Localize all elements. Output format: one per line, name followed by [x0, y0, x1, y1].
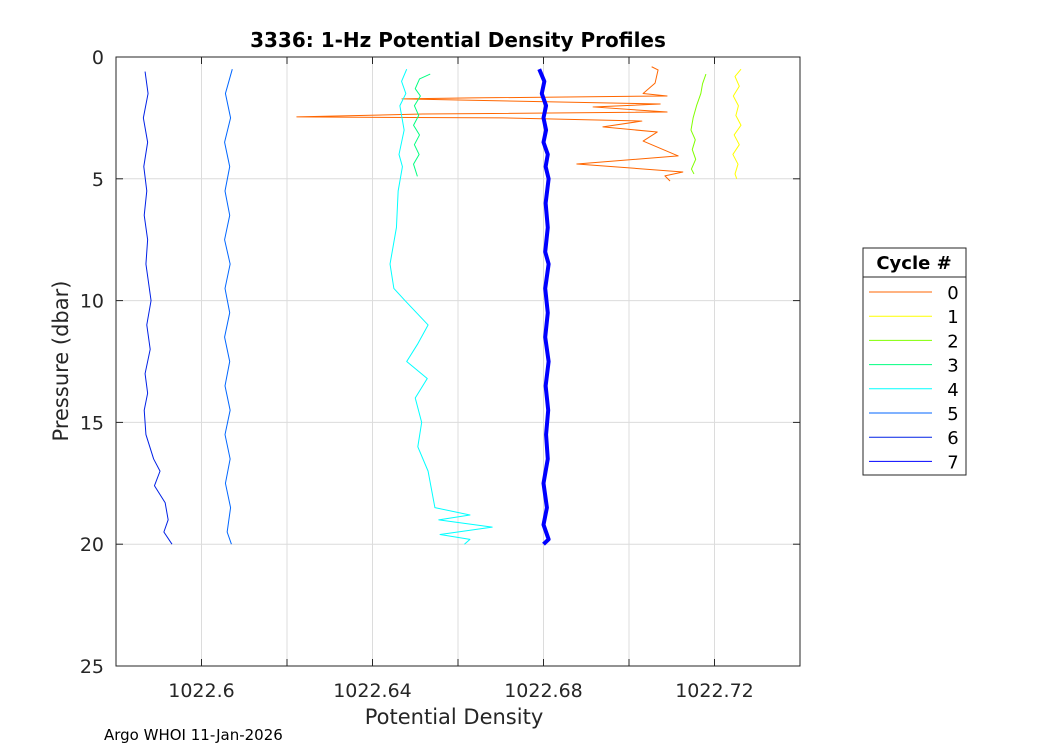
x-tick-label: 1022.6: [168, 680, 234, 702]
legend-label-cycle-4: 4: [947, 380, 958, 401]
footer-text: Argo WHOI 11-Jan-2026: [104, 726, 283, 744]
legend-label-cycle-0: 0: [947, 283, 958, 304]
y-tick-label: 15: [80, 412, 104, 434]
legend: Cycle # 0 1 2 3 4 5 6 7: [862, 247, 967, 476]
series-line-cycle-6: [142, 71, 173, 545]
legend-label-cycle-7: 7: [947, 452, 958, 473]
series-line-cycle-1: [732, 68, 742, 179]
y-axis-label: Pressure (dbar): [49, 281, 73, 442]
series-line-cycle-0: [296, 66, 684, 182]
axis-ticks: 1022.6 1022.64 1022.68 1022.72 0 5 10 15 20 25: [80, 47, 800, 702]
x-tick-label: 1022.68: [504, 680, 583, 702]
series-line-cycle-4: [389, 68, 493, 545]
chart-title: 3336: 1-Hz Potential Density Profiles: [250, 28, 666, 52]
y-tick-label: 20: [80, 534, 104, 556]
legend-label-cycle-2: 2: [947, 331, 958, 352]
x-tick-label: 1022.72: [675, 680, 754, 702]
y-tick-label: 5: [92, 169, 104, 191]
grid: [116, 56, 800, 667]
y-tick-label: 25: [80, 656, 104, 678]
series-line-cycle-7: [537, 68, 551, 546]
y-tick-label: 0: [92, 47, 104, 69]
series-line-cycle-2: [690, 73, 707, 175]
legend-title: Cycle #: [876, 253, 951, 274]
series-line-cycle-3: [413, 73, 431, 177]
legend-label-cycle-5: 5: [947, 404, 958, 425]
x-tick-label: 1022.64: [333, 680, 412, 702]
series-line-cycle-5: [224, 69, 233, 545]
y-tick-label: 10: [80, 291, 104, 313]
series-lines: [142, 66, 742, 546]
legend-label-cycle-3: 3: [947, 356, 958, 377]
legend-label-cycle-1: 1: [947, 307, 958, 328]
x-axis-label: Potential Density: [365, 705, 544, 729]
legend-label-cycle-6: 6: [947, 428, 958, 449]
